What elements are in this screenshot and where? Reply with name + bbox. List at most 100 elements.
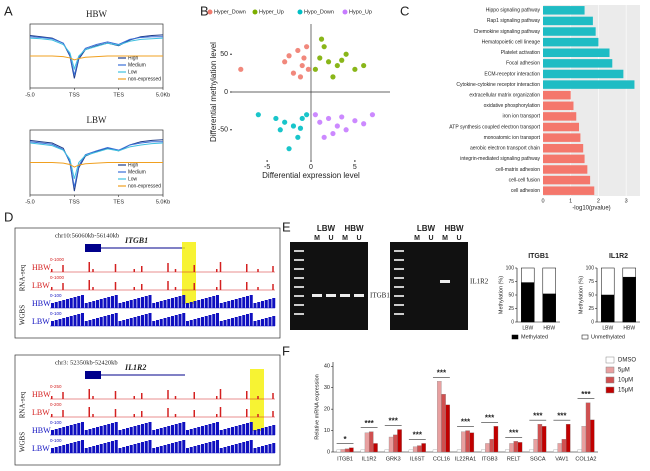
- track-signal: [92, 319, 96, 326]
- track-name: LBW: [32, 408, 50, 417]
- bar: [489, 438, 494, 453]
- gel-band: [312, 294, 322, 297]
- gel-band: [354, 294, 364, 297]
- track-signal: [163, 318, 167, 326]
- lane-label: U: [428, 235, 433, 242]
- track-signal: [186, 321, 189, 326]
- track-name: LBW: [32, 281, 50, 290]
- x-tick-label: CCL16: [433, 456, 450, 462]
- series-line: [29, 37, 164, 71]
- track-signal: [118, 430, 122, 435]
- significance-label: ***: [533, 411, 543, 420]
- track-signal: [246, 441, 249, 453]
- track-signal: [99, 299, 103, 308]
- ladder-band: [294, 277, 304, 279]
- point: [282, 59, 288, 65]
- point: [339, 57, 345, 63]
- significance-label: ***: [581, 390, 591, 399]
- bar: [543, 80, 635, 89]
- ladder-band: [394, 259, 404, 261]
- track-signal: [216, 287, 218, 290]
- y-tick-label: -50: [218, 127, 228, 134]
- track-signal: [261, 446, 264, 453]
- bar: [493, 426, 499, 453]
- track-signal: [231, 427, 234, 435]
- track-signal: [178, 296, 182, 308]
- y-tick-label: 50: [220, 51, 228, 58]
- legend-label: Hypo_Down: [304, 9, 334, 15]
- track-signal: [88, 280, 90, 290]
- significance-label: ***: [413, 431, 423, 440]
- x-tick-label: LBW: [522, 325, 533, 331]
- track-signal: [152, 321, 156, 326]
- bar: [344, 448, 350, 453]
- track-signal: [148, 422, 152, 435]
- point: [334, 123, 340, 129]
- bar: [441, 393, 446, 453]
- point: [343, 51, 349, 57]
- track-signal: [133, 396, 135, 399]
- track-signal: [62, 410, 64, 417]
- track-signal: [212, 423, 216, 435]
- track-range: 0-250: [50, 384, 62, 389]
- track-name: HBW: [32, 390, 51, 399]
- track-region: chr10:56060kb-56140kb: [55, 232, 119, 239]
- assay-label: WGBS: [19, 432, 27, 452]
- x-tick-label: TES: [113, 92, 124, 98]
- y-axis-label: Methylation (%): [498, 276, 504, 314]
- track-signal: [264, 318, 268, 326]
- bar: [543, 186, 595, 195]
- track-signal: [208, 442, 212, 453]
- series-line: [30, 55, 163, 61]
- y-axis-label: Relative mRNA expression: [314, 374, 320, 439]
- track-signal: [111, 441, 114, 453]
- series-line: [29, 141, 163, 188]
- track-signal: [261, 319, 264, 326]
- track-signal: [238, 425, 242, 435]
- track-signal: [114, 295, 118, 308]
- track-signal: [189, 320, 193, 326]
- bar: [456, 449, 462, 453]
- track-signal: [216, 313, 219, 326]
- track-signal: [148, 295, 152, 308]
- legend-swatch: [207, 9, 213, 15]
- track-signal: [219, 448, 223, 453]
- track-region: chr3: 52350kb-52420kb: [55, 359, 118, 366]
- bar: [543, 59, 613, 68]
- point: [286, 146, 292, 152]
- point: [339, 114, 345, 120]
- track-signal: [272, 443, 276, 453]
- track-signal: [81, 295, 84, 308]
- y-tick-label: 40: [324, 364, 330, 370]
- track-signal: [77, 423, 81, 435]
- y-tick-label: ECM-receptor interaction: [484, 71, 540, 77]
- y-tick-label: 0: [591, 319, 594, 325]
- track-signal: [204, 443, 208, 453]
- track-signal: [212, 296, 216, 308]
- track-signal: [261, 428, 264, 435]
- bar-segment: [622, 276, 636, 323]
- track-signal: [253, 430, 257, 435]
- ladder-band: [394, 295, 404, 297]
- legend-swatch: [511, 334, 519, 340]
- x-tick-label: -5: [264, 164, 270, 171]
- bar: [432, 449, 438, 453]
- bar: [590, 419, 595, 453]
- track-signal: [204, 298, 208, 308]
- track-signal: [118, 321, 122, 326]
- track-signal: [159, 428, 163, 435]
- bar: [565, 423, 571, 453]
- y-tick-label: Hematopoietic cell lineage: [482, 39, 541, 45]
- gel-band: [340, 294, 350, 297]
- track-signal: [272, 298, 276, 308]
- track-signal: [126, 319, 129, 326]
- track-signal: [242, 297, 246, 308]
- track-signal: [189, 447, 193, 453]
- track-signal: [167, 426, 171, 435]
- track-signal: [234, 426, 238, 435]
- track-signal: [272, 411, 274, 417]
- bar: [368, 431, 374, 453]
- panel-label: A: [4, 3, 13, 18]
- significance-label: ***: [557, 411, 567, 420]
- significance-label: ***: [461, 418, 471, 427]
